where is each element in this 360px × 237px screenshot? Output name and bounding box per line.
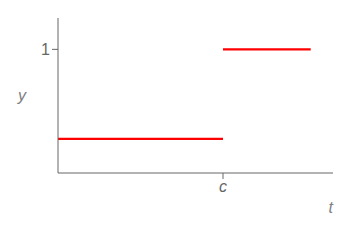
svg-text:c: c — [219, 178, 227, 195]
svg-text:y: y — [17, 87, 27, 104]
svg-text:t: t — [329, 199, 334, 216]
svg-text:1: 1 — [41, 41, 50, 58]
